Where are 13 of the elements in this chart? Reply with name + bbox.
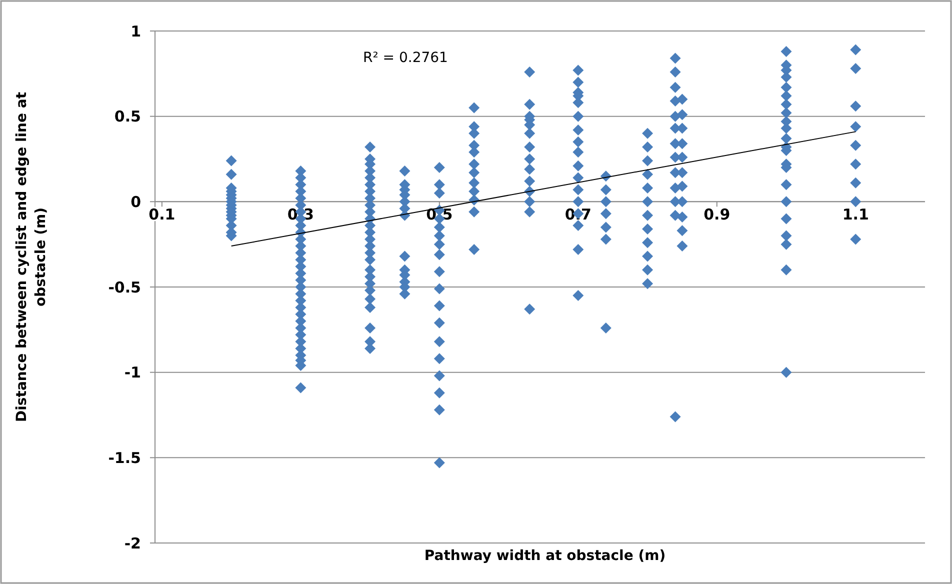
y-axis-title: Distance between cyclist and edge line at obstacle (m)	[14, 92, 49, 422]
y-tick-label: 0	[130, 192, 141, 211]
y-tick-label: -1	[124, 364, 141, 382]
x-tick-label: 0.1	[148, 206, 176, 224]
x-axis-title: Pathway width at obstacle (m)	[424, 548, 666, 564]
y-tick-label: -0.5	[108, 278, 141, 296]
annotation: R² = 0.2761	[363, 50, 448, 66]
y-tick-label: -1.5	[108, 448, 141, 467]
y-tick-label: 0.5	[114, 108, 141, 126]
y-tick-label: -2	[124, 534, 141, 552]
x-tick-label: 1.1	[842, 206, 869, 224]
x-tick-label: 0.9	[704, 206, 730, 224]
y-tick-label: 1	[130, 22, 141, 40]
